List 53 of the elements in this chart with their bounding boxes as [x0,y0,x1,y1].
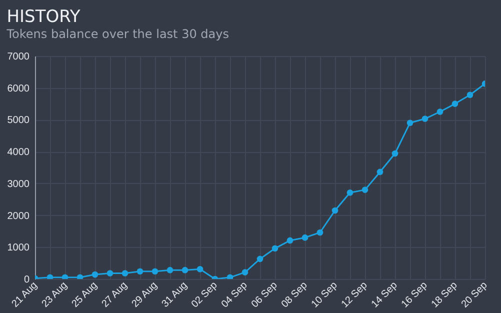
point [152,268,158,275]
x-tick-label: 18 Sep [430,280,460,310]
point [122,270,128,276]
y-tick-label: 1000 [7,242,30,254]
point [136,268,144,275]
point [196,266,204,272]
point [226,274,234,279]
x-tick-label: 12 Sep [340,280,370,310]
point [182,266,188,274]
point [392,150,398,157]
y-tick-label: 6000 [7,83,30,94]
x-tick-label: 04 Sep [220,280,250,310]
point [92,271,98,278]
chart-title: HISTORY [6,7,81,27]
y-tick-label: 2000 [7,210,30,222]
point [436,108,444,115]
point [406,120,414,126]
x-tick-label: 16 Sep [400,280,430,310]
point [346,190,354,196]
point [242,269,248,276]
x-tick-label: 23 Aug [40,280,70,310]
y-tick-label: 4000 [7,147,30,158]
x-tick-label: 14 Sep [370,280,400,310]
point [106,270,114,276]
x-tick-label: 08 Sep [280,280,310,310]
point [272,245,278,252]
point [302,234,308,241]
x-tick-label: 29 Aug [130,280,160,310]
x-tick-label: 06 Sep [250,280,280,310]
point [76,274,84,279]
x-tick-label: 10 Sep [310,280,340,310]
x-tick-label: 27 Aug [100,280,130,310]
point [286,237,294,244]
point [422,116,428,122]
point [256,256,264,262]
x-tick-label: 31 Aug [160,280,190,310]
point [46,274,54,279]
x-tick-label: 02 Sep [190,280,220,310]
point [362,186,368,193]
point [332,207,338,214]
chart-subtitle: Tokens balance over the last 30 days [6,27,229,41]
y-tick-label: 5000 [7,115,30,126]
x-tick-label: 20 Sep [460,280,490,310]
point [62,274,68,279]
y-tick-label: 3000 [7,178,30,190]
point [466,92,474,98]
point [376,168,384,176]
y-tick-label: 0 [24,274,30,286]
point [166,266,174,274]
y-tick-label: 7000 [7,52,30,62]
point [316,229,324,236]
point [452,100,458,107]
x-tick-label: 25 Aug [70,280,100,310]
